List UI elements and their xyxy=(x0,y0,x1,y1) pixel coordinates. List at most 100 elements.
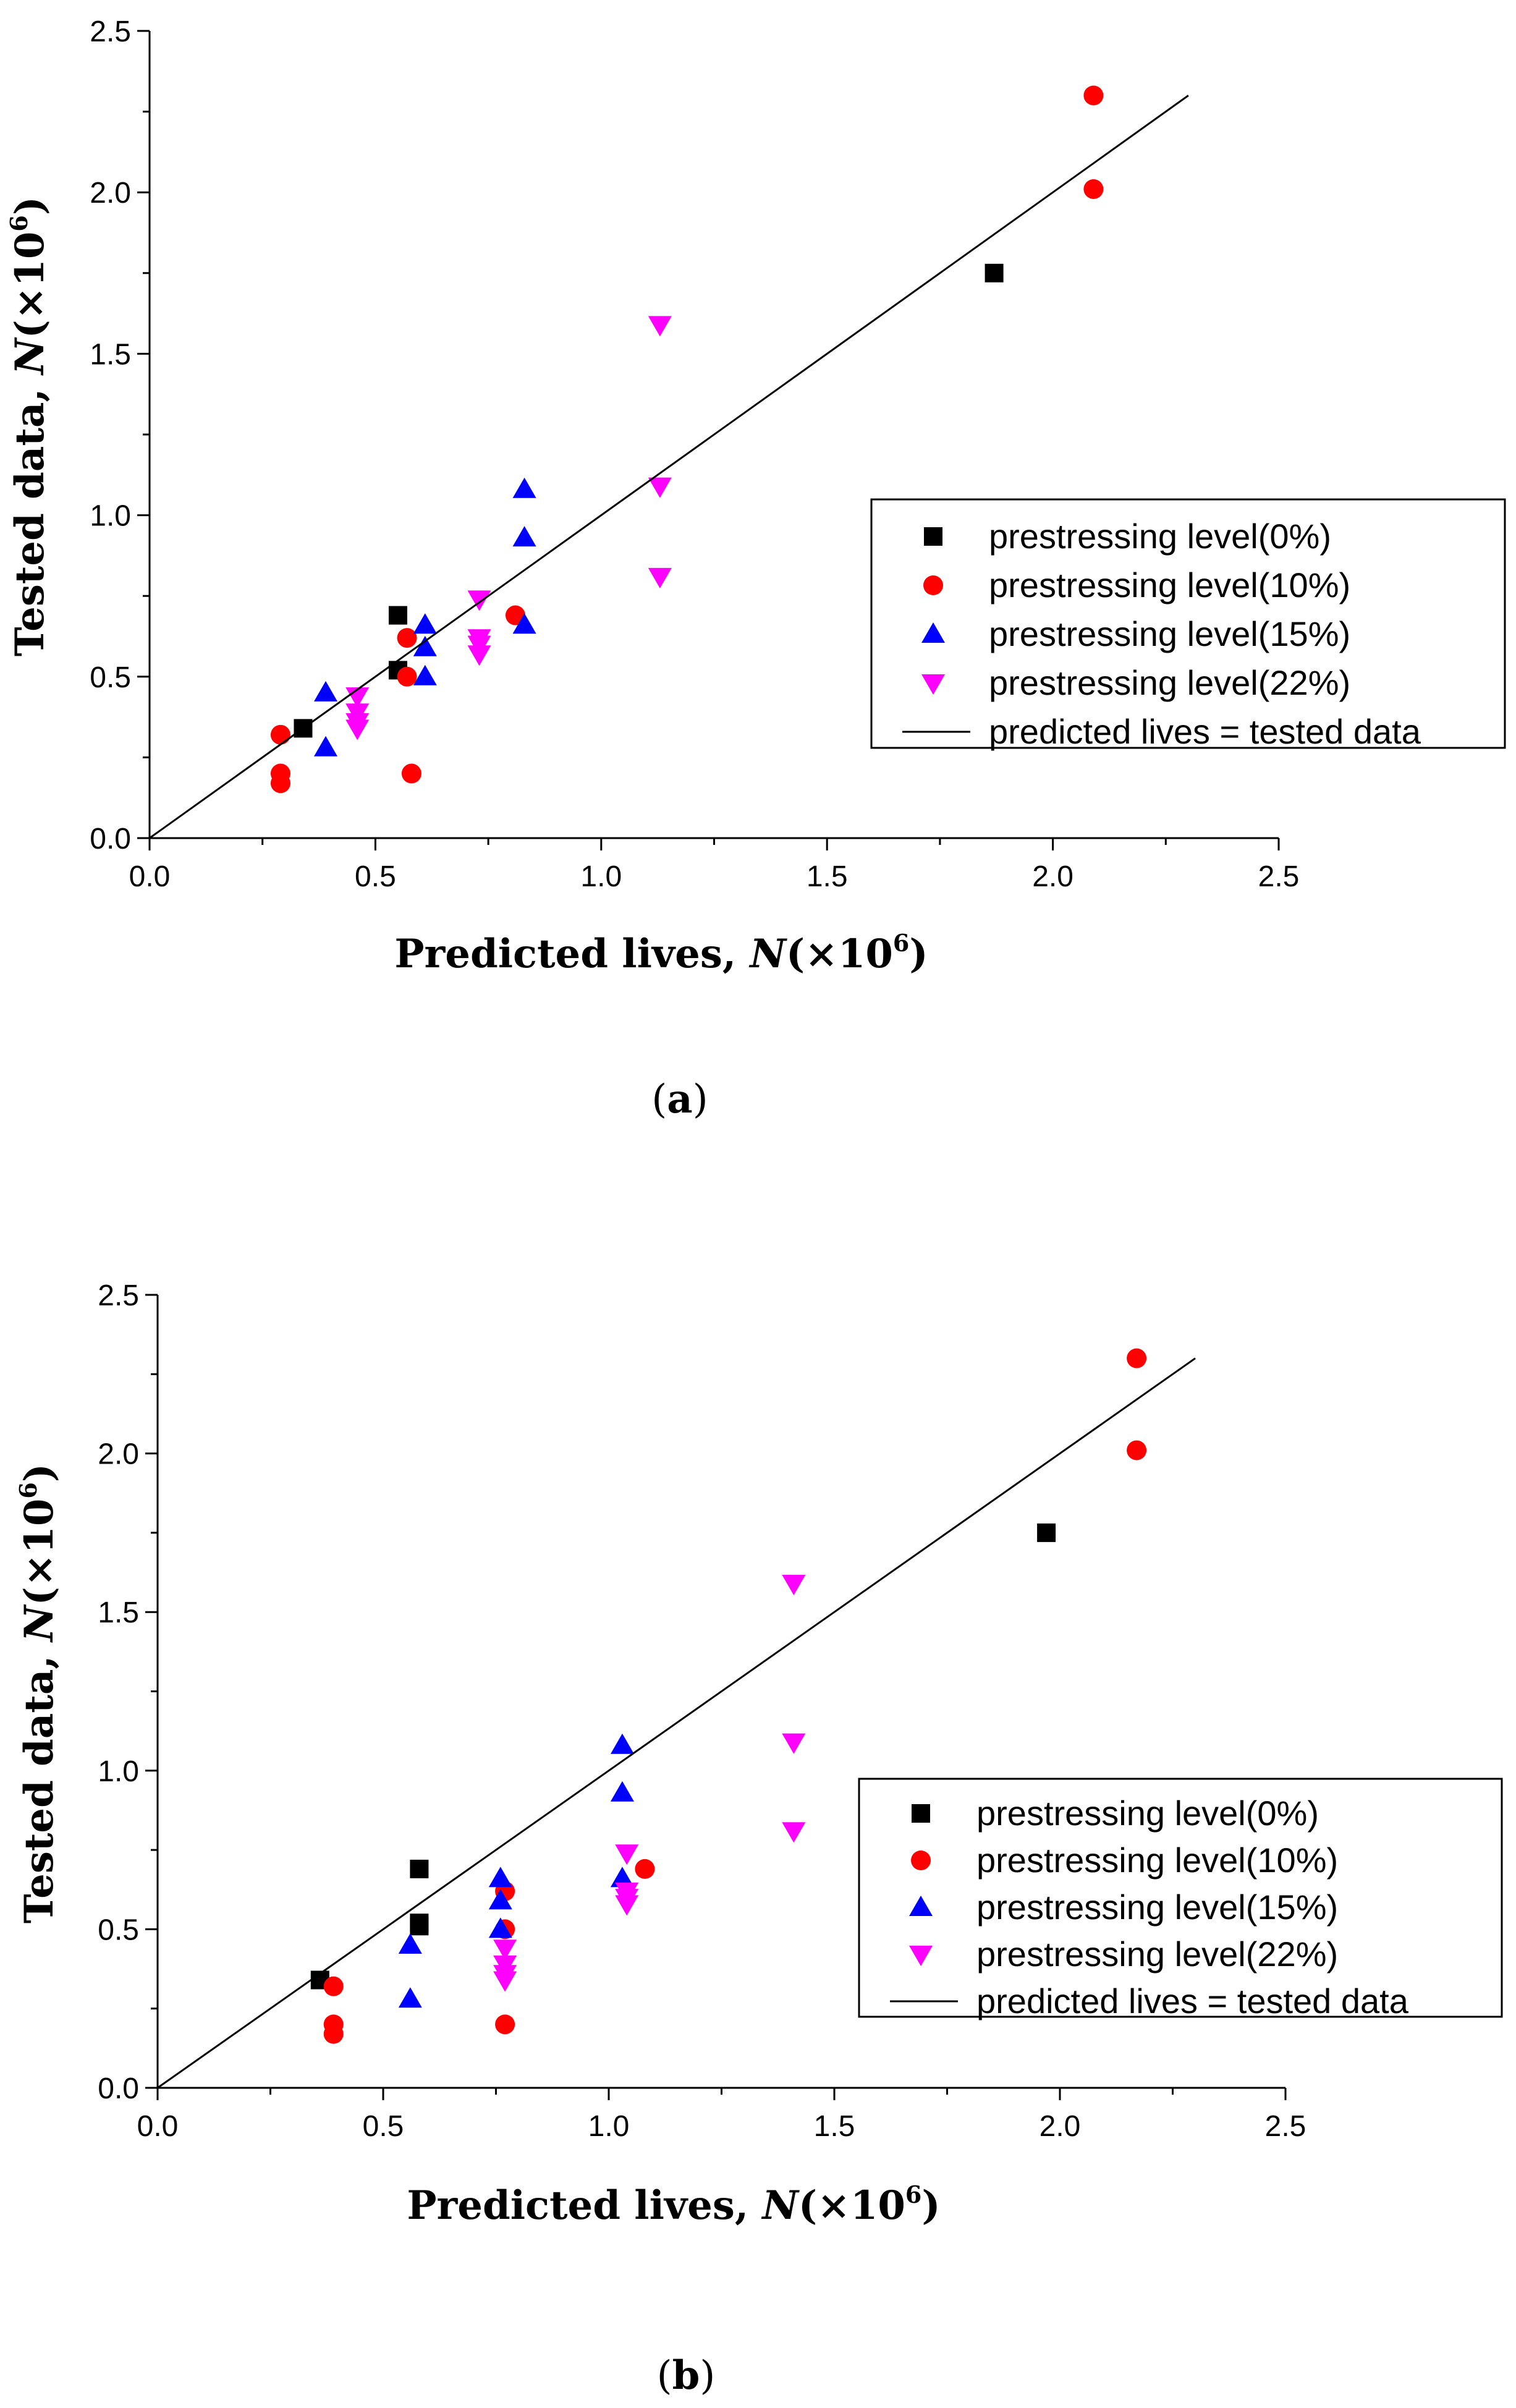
data-point-triangle-up xyxy=(488,1917,512,1938)
data-point-triangle-down xyxy=(467,645,491,666)
legend-marker-triangle-down xyxy=(909,1946,933,1966)
legend-marker-circle xyxy=(911,1851,931,1870)
legend-entry: prestressing level(10%) xyxy=(976,1841,1338,1880)
y-tick-label: 2.5 xyxy=(98,1279,139,1312)
data-point-triangle-down xyxy=(782,1733,806,1754)
data-point-square xyxy=(985,263,1004,282)
data-point-triangle-up xyxy=(413,664,437,685)
legend-box xyxy=(870,498,1506,749)
legend-entry: predicted lives = tested data xyxy=(976,1982,1409,2020)
y-tick-label: 2.0 xyxy=(90,177,131,210)
data-point-triangle-up xyxy=(413,635,437,656)
data-point-circle xyxy=(401,763,421,784)
data-point-triangle-down xyxy=(493,1940,517,1961)
data-point-triangle-up xyxy=(398,1933,422,1954)
y-tick-labels-a: 0.0 0.5 1.0 1.5 2.0 2.5 xyxy=(90,15,131,855)
data-point-square xyxy=(410,1917,429,1936)
x-tick-labels-b: 0.0 0.5 1.0 1.5 2.0 2.5 xyxy=(137,2110,1306,2143)
x-tick-label: 0.5 xyxy=(355,860,396,893)
legend-marker-circle xyxy=(923,575,943,595)
legend-marker-square xyxy=(924,527,942,546)
data-point-triangle-up xyxy=(610,1733,634,1754)
x-tick-label: 1.0 xyxy=(580,860,622,893)
data-point-circle xyxy=(635,1859,655,1879)
data-point-circle xyxy=(323,2024,344,2044)
x-tick-label: 0.0 xyxy=(137,2110,179,2143)
x-tick-label: 1.5 xyxy=(807,860,848,893)
data-point-triangle-up xyxy=(610,1781,634,1802)
legend-entry: prestressing level(0%) xyxy=(976,1794,1319,1833)
data-point-triangle-up xyxy=(610,1867,634,1888)
legend-entry: prestressing level(10%) xyxy=(989,566,1350,604)
data-point-circle xyxy=(270,773,290,794)
legend-entry: prestressing level(0%) xyxy=(989,517,1331,556)
data-point-square xyxy=(1037,1523,1056,1542)
legend-entry: prestressing level(22%) xyxy=(989,663,1350,702)
x-tick-label: 0.0 xyxy=(129,860,171,893)
y-tick-label: 1.0 xyxy=(98,1755,139,1788)
legend-entry: prestressing level(15%) xyxy=(976,1888,1338,1927)
data-point-triangle-down xyxy=(493,1971,517,1992)
legend-marker-triangle-up xyxy=(909,1896,933,1916)
data-point-triangle-up xyxy=(314,680,338,702)
data-points-a xyxy=(149,85,1189,839)
y-tick-label: 2.0 xyxy=(98,1438,139,1471)
x-tick-label: 2.5 xyxy=(1258,860,1300,893)
x-tick-label: 1.5 xyxy=(814,2110,855,2143)
legend-entry: prestressing level(22%) xyxy=(976,1935,1338,1973)
y-tick-label: 1.5 xyxy=(98,1596,139,1629)
legend-marker-triangle-down xyxy=(921,674,945,695)
x-tick-label: 0.5 xyxy=(363,2110,404,2143)
panel-caption-a: (a) xyxy=(651,1076,708,1122)
data-point-circle xyxy=(323,1976,344,1996)
data-point-triangle-up xyxy=(398,1987,422,2008)
y-tick-label: 0.5 xyxy=(90,661,131,694)
data-point-triangle-down xyxy=(615,1895,639,1916)
x-axis-title-a: Predicted lives, N(×106) xyxy=(394,929,928,977)
data-point-triangle-up xyxy=(512,526,536,547)
panel-b: 0.0 0.5 1.0 1.5 2.0 2.5 0.0 0.5 1.0 1.5 2.0 2.5 pr… xyxy=(14,1279,1503,2399)
data-point-triangle-up xyxy=(488,1889,512,1910)
data-point-circle xyxy=(397,628,417,648)
reference-line xyxy=(149,95,1189,839)
legend-b: prestressing level(0%) prestressing level… xyxy=(858,1778,1503,2020)
data-point-triangle-up xyxy=(413,613,437,634)
y-tick-label: 1.5 xyxy=(90,338,131,371)
y-tick-labels-b: 0.0 0.5 1.0 1.5 2.0 2.5 xyxy=(98,1279,139,2105)
x-tick-labels-a: 0.0 0.5 1.0 1.5 2.0 2.5 xyxy=(129,860,1300,893)
plot-area-a xyxy=(137,30,1280,850)
x-tick-label: 2.0 xyxy=(1032,860,1073,893)
data-point-triangle-up xyxy=(314,736,338,757)
data-point-circle xyxy=(270,724,290,745)
reference-line xyxy=(157,1357,1196,2089)
data-point-circle xyxy=(495,2014,515,2035)
y-axis-title-b: Tested data, N(×106) xyxy=(14,1464,62,1923)
legend-box xyxy=(858,1778,1503,2018)
data-point-circle xyxy=(1083,85,1104,106)
y-tick-label: 0.5 xyxy=(98,1914,139,1946)
data-point-circle xyxy=(505,605,525,625)
data-point-triangle-down xyxy=(345,687,370,708)
y-tick-label: 0.0 xyxy=(98,2072,139,2105)
plot-area-b xyxy=(145,1294,1287,2100)
y-tick-label: 1.0 xyxy=(90,500,131,533)
panel-caption-b: (b) xyxy=(657,2352,716,2399)
legend-marker-square xyxy=(912,1804,930,1823)
data-point-triangle-down xyxy=(648,567,672,588)
legend-entry: predicted lives = tested data xyxy=(989,712,1421,751)
panel-a: 0.0 0.5 1.0 1.5 2.0 2.5 0.0 0.5 1.0 1.5 2.0 2.5 pr… xyxy=(5,15,1506,1122)
data-point-triangle-down xyxy=(648,477,672,498)
y-axis-title-a: Tested data, N(×106) xyxy=(5,197,53,656)
data-point-square xyxy=(410,1859,429,1878)
data-point-triangle-down xyxy=(648,316,672,337)
x-tick-label: 2.5 xyxy=(1265,2110,1306,2143)
x-tick-label: 1.0 xyxy=(588,2110,630,2143)
data-point-square xyxy=(388,606,407,625)
legend-marker-triangle-up xyxy=(921,622,945,643)
data-point-triangle-down xyxy=(782,1575,806,1596)
data-point-circle xyxy=(1127,1348,1147,1368)
data-point-triangle-down xyxy=(467,590,491,611)
data-point-circle xyxy=(1127,1440,1147,1460)
legend-entry: prestressing level(15%) xyxy=(989,614,1350,653)
